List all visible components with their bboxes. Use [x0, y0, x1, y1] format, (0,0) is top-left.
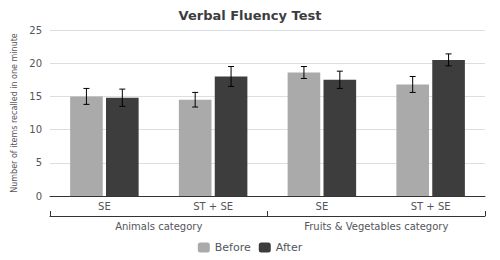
svg-text:ST + SE: ST + SE — [411, 201, 451, 212]
svg-text:Animals category: Animals category — [115, 221, 202, 232]
svg-text:Verbal Fluency Test: Verbal Fluency Test — [179, 8, 322, 23]
svg-text:10: 10 — [29, 124, 42, 135]
svg-text:Number of items recalled in on: Number of items recalled in one minute — [10, 33, 19, 193]
svg-text:After: After — [276, 241, 303, 254]
svg-text:25: 25 — [29, 25, 42, 36]
svg-text:SE: SE — [316, 201, 329, 212]
svg-text:5: 5 — [36, 157, 42, 168]
svg-text:15: 15 — [29, 91, 42, 102]
svg-text:Fruits & Vegetables category: Fruits & Vegetables category — [304, 221, 448, 232]
svg-text:0: 0 — [36, 191, 42, 202]
svg-text:SE: SE — [98, 201, 111, 212]
svg-text:Before: Before — [215, 241, 251, 254]
svg-text:ST + SE: ST + SE — [193, 201, 233, 212]
svg-text:20: 20 — [29, 58, 42, 69]
